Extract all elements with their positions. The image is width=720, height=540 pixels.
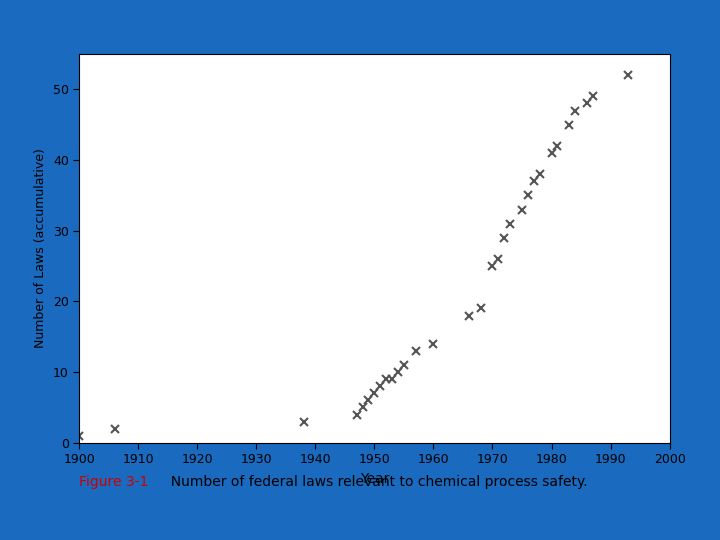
- X-axis label: Year: Year: [360, 472, 389, 486]
- Y-axis label: Number of Laws (accumulative): Number of Laws (accumulative): [35, 148, 48, 348]
- Text: Figure 3-1: Figure 3-1: [79, 475, 148, 489]
- Text: Number of federal laws relevant to chemical process safety.: Number of federal laws relevant to chemi…: [162, 475, 588, 489]
